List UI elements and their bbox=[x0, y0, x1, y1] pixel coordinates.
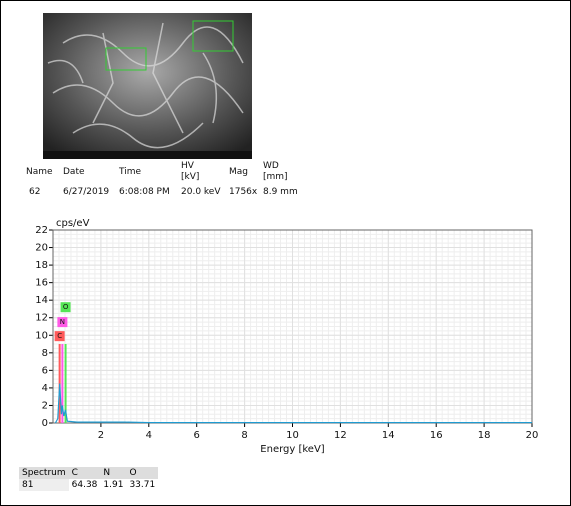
x-tick-label: 6 bbox=[194, 430, 200, 441]
x-tick-label: 16 bbox=[430, 430, 443, 441]
x-tick-label: 12 bbox=[334, 430, 347, 441]
y-axis-label: cps/eV bbox=[56, 218, 90, 229]
x-tick-label: 4 bbox=[146, 430, 152, 441]
x-axis-label: Energy [keV] bbox=[260, 444, 325, 455]
y-tick-label: 14 bbox=[35, 295, 48, 306]
y-tick-label: 18 bbox=[35, 260, 48, 271]
results-header: O bbox=[126, 467, 158, 479]
results-value: 81 bbox=[19, 479, 69, 491]
y-tick-label: 6 bbox=[42, 365, 48, 376]
y-tick-label: 16 bbox=[35, 278, 48, 289]
results-header: C bbox=[69, 467, 101, 479]
y-tick-label: 20 bbox=[35, 243, 48, 254]
results-value: 33.71 bbox=[126, 479, 158, 491]
element-label: O bbox=[63, 303, 69, 311]
results-header: Spectrum bbox=[19, 467, 69, 479]
y-tick-label: 12 bbox=[35, 313, 48, 324]
y-tick-label: 2 bbox=[42, 400, 48, 411]
element-label: C bbox=[57, 332, 62, 340]
y-tick-label: 4 bbox=[42, 383, 48, 394]
results-value: 1.91 bbox=[100, 479, 126, 491]
x-tick-label: 20 bbox=[526, 430, 539, 441]
results-value: 64.38 bbox=[69, 479, 101, 491]
results-header: N bbox=[100, 467, 126, 479]
y-tick-label: 0 bbox=[42, 418, 48, 429]
x-tick-label: 18 bbox=[478, 430, 491, 441]
y-tick-label: 8 bbox=[42, 348, 48, 359]
report-page: NameDateTimeHV [kV]MagWD [mm]626/27/2019… bbox=[0, 0, 571, 506]
x-tick-label: 2 bbox=[98, 430, 104, 441]
x-tick-label: 10 bbox=[286, 430, 299, 441]
y-tick-label: 22 bbox=[35, 225, 48, 236]
element-label: N bbox=[60, 318, 65, 326]
x-tick-label: 14 bbox=[382, 430, 395, 441]
x-tick-label: 8 bbox=[241, 430, 247, 441]
y-tick-label: 10 bbox=[35, 330, 48, 341]
